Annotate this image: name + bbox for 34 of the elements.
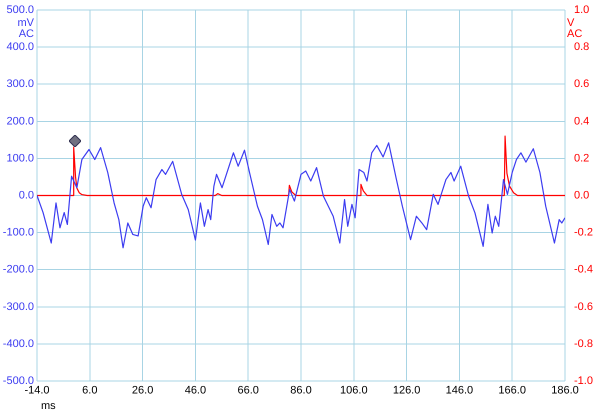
x-tick-label: 146.0 [446,384,474,397]
y-tick-label: -100.0 [2,226,34,239]
x-tick-label: -14.0 [24,384,50,397]
x-tick-label: 26.0 [132,384,154,397]
x-axis-title: ms [41,400,56,412]
x-tick-label: 66.0 [237,384,259,397]
y-tick-label: -300.0 [2,300,34,313]
y2-axis-title: V AC [567,17,582,40]
y-tick-label: 100.0 [6,152,34,164]
y-tick-label: 0.0 [18,190,34,202]
x-tick-label: 46.0 [184,384,206,397]
y2-tick-label: 1.0 [574,4,590,16]
y2-tick-label: -0.6 [574,300,593,313]
x-tick-label: 6.0 [82,384,98,397]
y-axis-title: mV AC [18,17,35,40]
y2-tick-label: -0.8 [574,338,593,350]
y2-tick-label: 0.8 [574,41,590,54]
y-tick-label: 300.0 [6,78,34,90]
x-tick-label: 86.0 [290,384,312,397]
y-tick-label: -200.0 [2,264,34,276]
y-tick-label: 200.0 [6,115,34,128]
y2-tick-label: 0.6 [574,78,590,90]
x-tick-label: 106.0 [340,384,368,397]
y2-tick-label: 0.4 [574,115,590,128]
y2-tick-label: -0.2 [574,226,593,239]
x-tick-label: 166.0 [498,384,526,397]
y2-tick-label: 0.2 [574,152,590,164]
x-tick-label: 126.0 [392,384,420,397]
y2-tick-label: 0.0 [574,190,590,202]
y-tick-label: 400.0 [6,41,34,54]
y-tick-label: 500.0 [6,4,34,16]
y-tick-label: -400.0 [2,338,34,350]
y2-tick-label: -0.4 [574,264,593,276]
x-tick-label: 186.0 [551,384,579,397]
